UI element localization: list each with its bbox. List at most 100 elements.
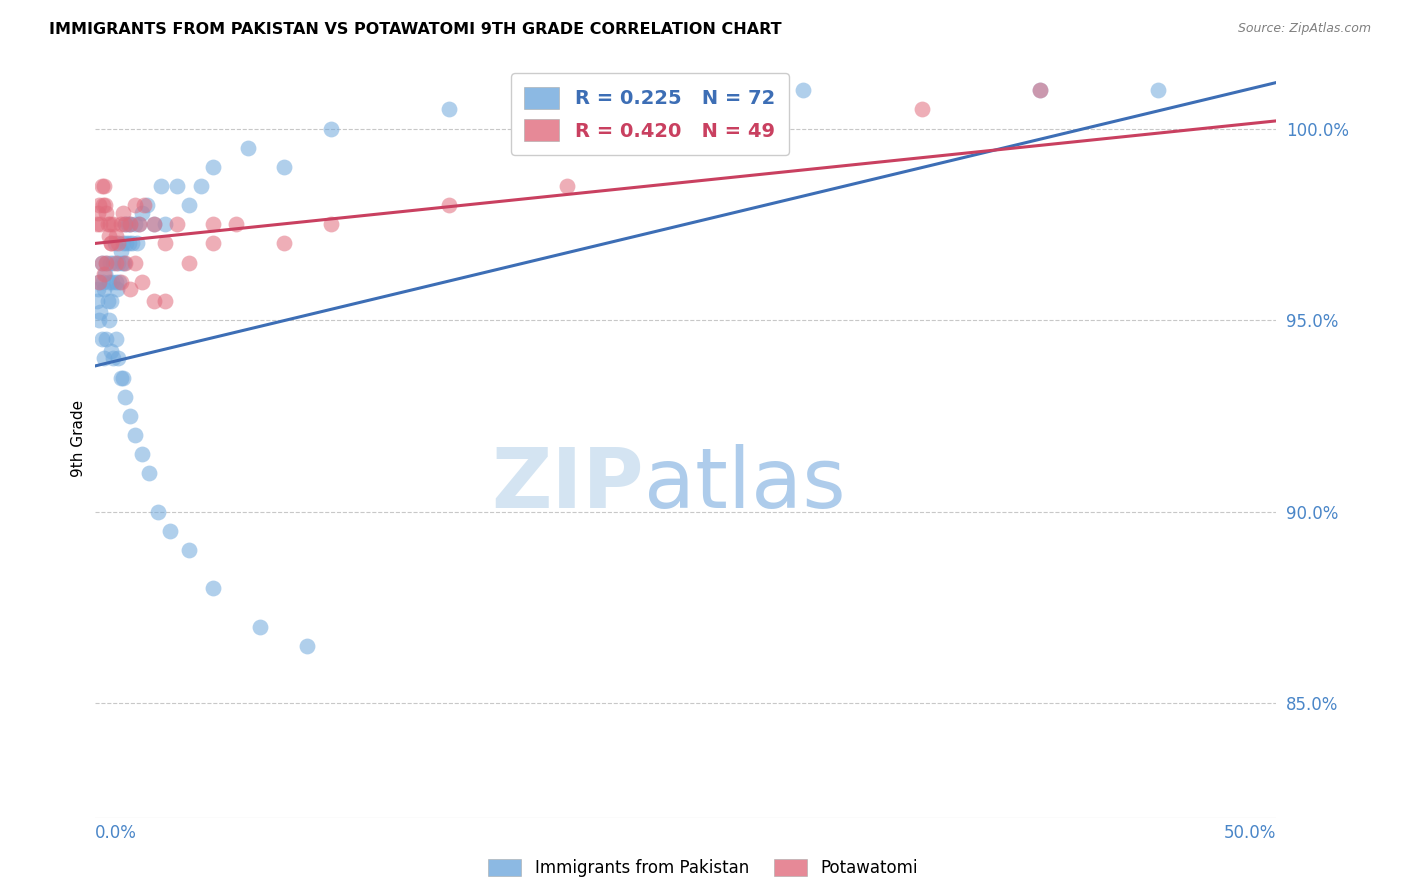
Point: [249, 619, 271, 633]
Point: [111, 236, 134, 251]
Point: [110, 244, 132, 259]
Point: [89, 198, 111, 212]
Point: [118, 282, 141, 296]
Point: [1029, 83, 1052, 97]
Point: [273, 236, 295, 251]
Point: [911, 103, 934, 117]
Point: [319, 217, 342, 231]
Point: [110, 217, 132, 231]
Point: [104, 228, 127, 243]
Point: [97, 217, 120, 231]
Point: [110, 370, 132, 384]
Point: [100, 293, 122, 308]
Point: [104, 255, 127, 269]
Point: [104, 236, 127, 251]
Legend: R = 0.225   N = 72, R = 0.420   N = 49: R = 0.225 N = 72, R = 0.420 N = 49: [510, 73, 789, 155]
Point: [131, 447, 153, 461]
Point: [114, 217, 136, 231]
Point: [225, 217, 247, 231]
Point: [90, 179, 112, 194]
Point: [94, 267, 117, 281]
Point: [118, 409, 141, 423]
Point: [104, 275, 127, 289]
Point: [89, 313, 111, 327]
Point: [177, 543, 200, 558]
Point: [107, 255, 129, 269]
Point: [792, 83, 814, 97]
Point: [97, 293, 120, 308]
Point: [201, 236, 224, 251]
Point: [96, 255, 118, 269]
Point: [138, 467, 160, 481]
Point: [124, 255, 146, 269]
Point: [128, 217, 150, 231]
Point: [89, 217, 111, 231]
Point: [87, 206, 110, 220]
Point: [114, 255, 136, 269]
Point: [1029, 83, 1052, 97]
Point: [89, 275, 111, 289]
Point: [238, 141, 260, 155]
Point: [105, 282, 128, 296]
Point: [96, 332, 118, 346]
Point: [124, 198, 146, 212]
Point: [90, 255, 112, 269]
Point: [101, 275, 124, 289]
Point: [86, 293, 108, 308]
Point: [90, 255, 112, 269]
Point: [142, 293, 165, 308]
Text: 0.0%: 0.0%: [94, 824, 136, 842]
Point: [118, 217, 141, 231]
Point: [117, 217, 139, 231]
Text: ZIP: ZIP: [492, 444, 644, 524]
Point: [155, 217, 177, 231]
Point: [437, 198, 460, 212]
Point: [155, 236, 177, 251]
Point: [201, 581, 224, 595]
Point: [131, 206, 153, 220]
Point: [93, 351, 115, 366]
Point: [89, 305, 111, 319]
Point: [124, 217, 146, 231]
Point: [319, 121, 342, 136]
Point: [127, 236, 149, 251]
Point: [98, 255, 121, 269]
Point: [111, 255, 134, 269]
Text: 50.0%: 50.0%: [1223, 824, 1277, 842]
Point: [201, 217, 224, 231]
Point: [148, 505, 170, 519]
Point: [97, 228, 120, 243]
Text: atlas: atlas: [644, 444, 846, 524]
Point: [177, 198, 200, 212]
Point: [87, 282, 110, 296]
Point: [111, 206, 134, 220]
Y-axis label: 9th Grade: 9th Grade: [72, 401, 86, 477]
Point: [555, 103, 578, 117]
Point: [108, 275, 131, 289]
Point: [131, 275, 153, 289]
Point: [93, 282, 115, 296]
Point: [555, 179, 578, 194]
Point: [97, 313, 120, 327]
Point: [104, 332, 127, 346]
Point: [93, 267, 115, 281]
Point: [96, 206, 118, 220]
Point: [166, 179, 188, 194]
Point: [94, 198, 117, 212]
Point: [91, 275, 114, 289]
Point: [118, 236, 141, 251]
Point: [118, 217, 141, 231]
Point: [103, 255, 125, 269]
Point: [110, 275, 132, 289]
Point: [142, 217, 165, 231]
Point: [135, 198, 157, 212]
Point: [112, 255, 135, 269]
Legend: Immigrants from Pakistan, Potawatomi: Immigrants from Pakistan, Potawatomi: [481, 852, 925, 884]
Point: [115, 236, 138, 251]
Point: [155, 293, 177, 308]
Point: [121, 236, 143, 251]
Point: [100, 236, 122, 251]
Point: [111, 370, 134, 384]
Point: [100, 236, 122, 251]
Point: [1147, 83, 1170, 97]
